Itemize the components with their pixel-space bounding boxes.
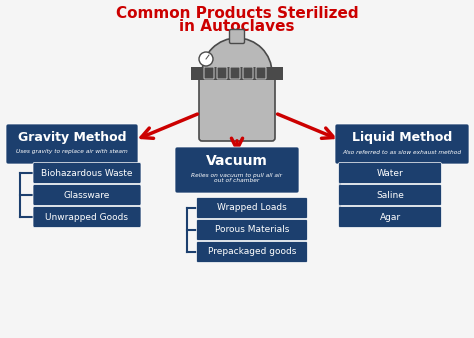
FancyBboxPatch shape [335, 124, 469, 164]
FancyBboxPatch shape [243, 67, 253, 79]
Text: Common Products Sterilized: Common Products Sterilized [116, 6, 358, 21]
FancyBboxPatch shape [338, 163, 441, 184]
FancyBboxPatch shape [197, 219, 308, 241]
FancyBboxPatch shape [256, 67, 266, 79]
Text: Porous Materials: Porous Materials [215, 225, 289, 235]
Text: Water: Water [377, 169, 403, 177]
Text: Agar: Agar [380, 213, 401, 221]
FancyBboxPatch shape [217, 67, 227, 79]
Text: Prepackaged goods: Prepackaged goods [208, 247, 296, 257]
FancyBboxPatch shape [199, 70, 275, 141]
FancyBboxPatch shape [229, 29, 245, 44]
FancyBboxPatch shape [175, 147, 299, 193]
FancyBboxPatch shape [33, 163, 141, 184]
FancyBboxPatch shape [6, 124, 138, 164]
Text: Glassware: Glassware [64, 191, 110, 199]
FancyBboxPatch shape [33, 207, 141, 227]
FancyBboxPatch shape [197, 241, 308, 263]
FancyBboxPatch shape [33, 185, 141, 206]
Text: Relies on vacuum to pull all air
out of chamber: Relies on vacuum to pull all air out of … [191, 173, 283, 184]
Text: Vacuum: Vacuum [206, 154, 268, 168]
Text: Liquid Method: Liquid Method [352, 130, 452, 144]
Text: in Autoclaves: in Autoclaves [179, 19, 295, 34]
Text: Saline: Saline [376, 191, 404, 199]
Circle shape [199, 52, 213, 66]
Wedge shape [202, 38, 272, 73]
FancyBboxPatch shape [230, 67, 240, 79]
Text: Uses gravity to replace air with steam: Uses gravity to replace air with steam [16, 149, 128, 154]
FancyBboxPatch shape [338, 185, 441, 206]
Text: Biohazardous Waste: Biohazardous Waste [41, 169, 133, 177]
FancyBboxPatch shape [197, 197, 308, 218]
Text: Also referred to as slow exhaust method: Also referred to as slow exhaust method [342, 149, 462, 154]
FancyBboxPatch shape [338, 207, 441, 227]
Bar [191, 67, 283, 79]
FancyBboxPatch shape [204, 67, 214, 79]
Text: Wrapped Loads: Wrapped Loads [217, 203, 287, 213]
Text: Gravity Method: Gravity Method [18, 130, 126, 144]
Text: Unwrapped Goods: Unwrapped Goods [46, 213, 128, 221]
